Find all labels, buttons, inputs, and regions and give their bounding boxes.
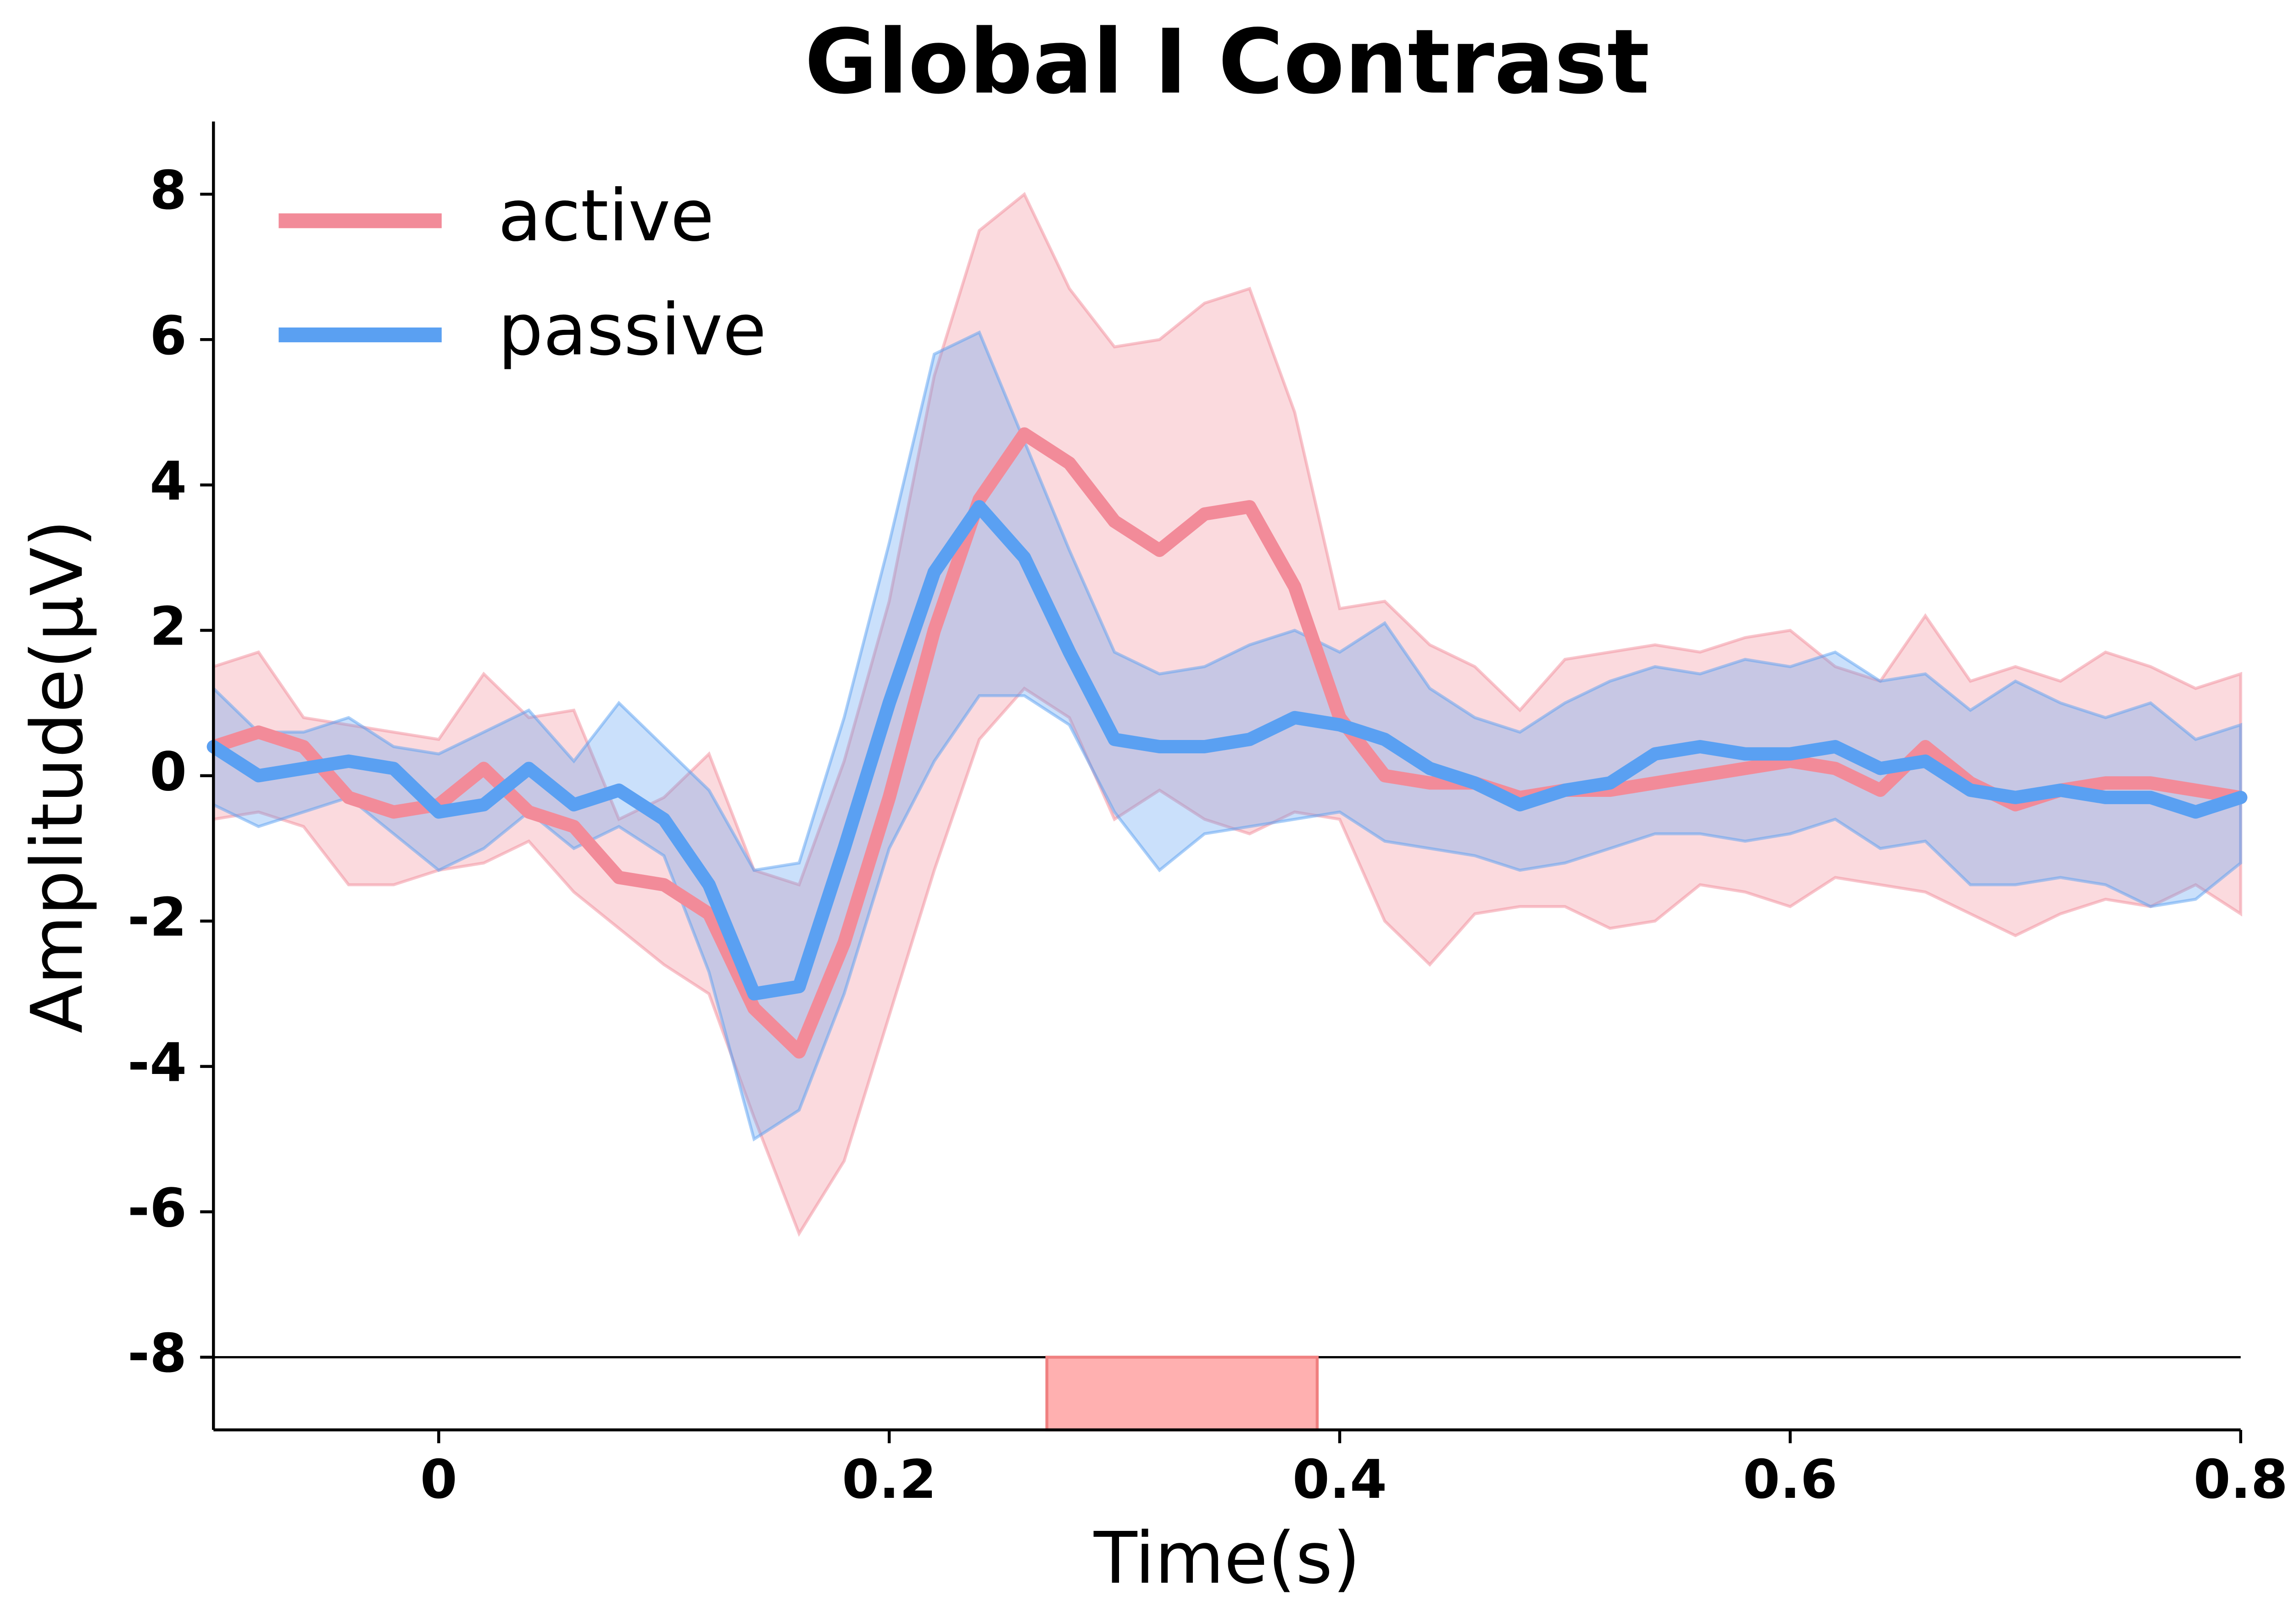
y-tick-label: 2 [150, 596, 187, 658]
chart-title: Global I Contrast [805, 10, 1650, 114]
x-tick-label: 0.6 [1743, 1449, 1837, 1511]
y-tick-label: 8 [150, 160, 187, 222]
y-tick-label: -4 [128, 1032, 187, 1094]
legend-label: active [498, 174, 714, 257]
x-tick-label: 0 [420, 1449, 457, 1511]
legend-label: passive [498, 288, 766, 371]
x-tick-label: 0.2 [842, 1449, 936, 1511]
y-tick-label: -6 [128, 1177, 187, 1239]
confidence-band [212, 192, 2243, 1237]
x-axis-label: Time(s) [1093, 1517, 1360, 1600]
y-tick-label: 6 [150, 305, 187, 367]
y-tick-label: 0 [150, 741, 187, 803]
y-tick-label: 4 [150, 450, 187, 512]
y-axis-label: Amplitude(μV) [16, 519, 99, 1033]
significance-window [1045, 1356, 1319, 1432]
series-line [206, 500, 2248, 1001]
x-tick-label: 0.8 [2194, 1449, 2288, 1511]
y-tick-label: -8 [128, 1323, 187, 1385]
x-tick-label: 0.4 [1292, 1449, 1387, 1511]
y-tick-label: -2 [128, 886, 187, 948]
